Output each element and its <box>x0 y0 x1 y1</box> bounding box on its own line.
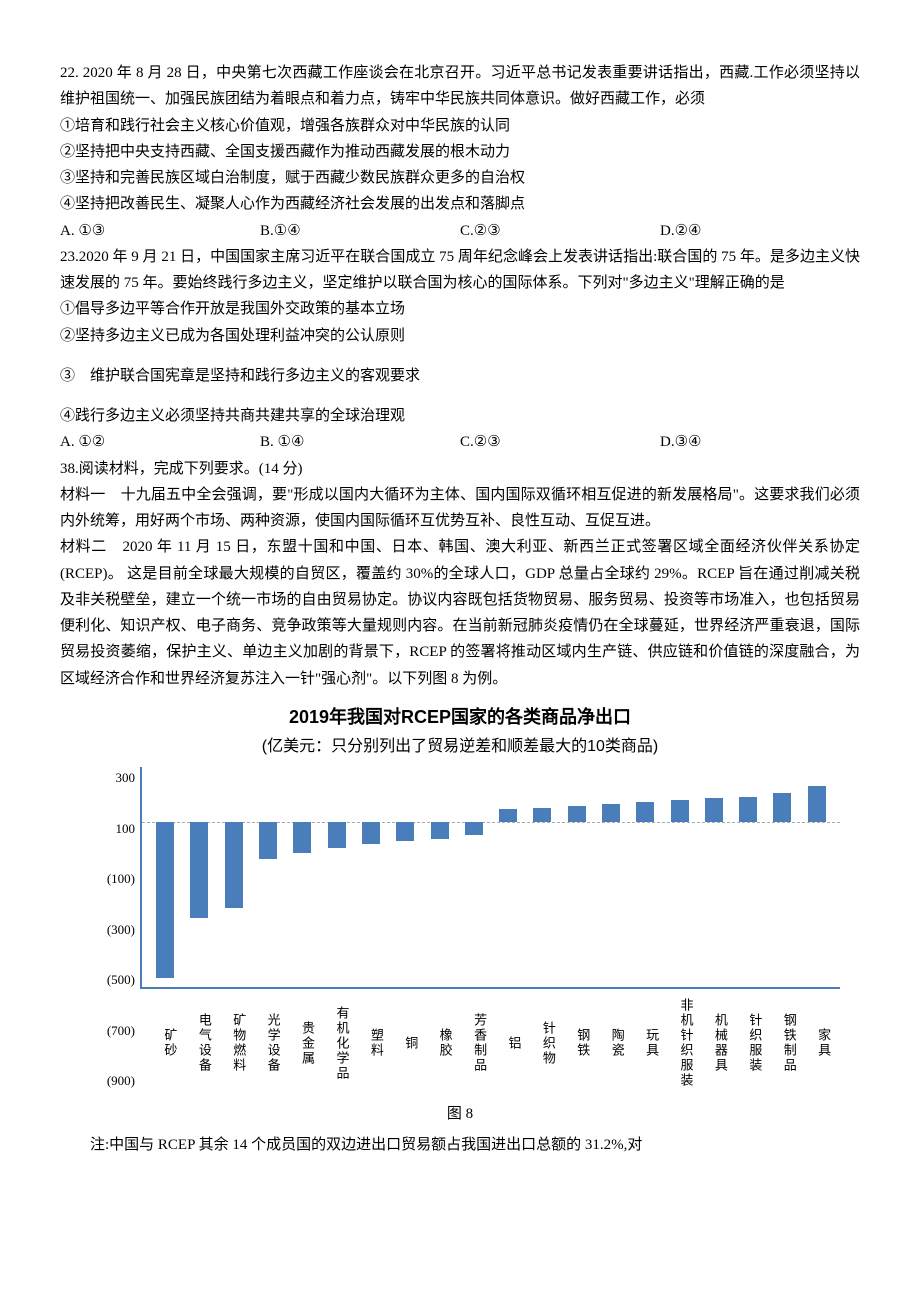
bar-column <box>628 767 662 987</box>
bar-column <box>731 767 765 987</box>
bar <box>671 800 689 822</box>
bar-column <box>354 767 388 987</box>
bar-column <box>182 767 216 987</box>
y-tick-label: (500) <box>80 969 135 992</box>
x-category-label: 有机化学品 <box>318 989 352 1093</box>
bar-column <box>422 767 456 987</box>
chart-plot-area <box>140 767 840 989</box>
q23-line-4: ④践行多边主义必须坚持共商共建共享的全球治理观 <box>60 403 860 429</box>
x-category-label: 针织服装 <box>731 989 765 1093</box>
bar-column <box>148 767 182 987</box>
x-category-label: 机械器具 <box>697 989 731 1093</box>
bar-column <box>697 767 731 987</box>
x-category-label: 塑料 <box>352 989 386 1093</box>
bar <box>808 786 826 823</box>
y-tick-label: (300) <box>80 919 135 942</box>
x-category-label: 钢铁 <box>559 989 593 1093</box>
q22-line-1: ①培育和践行社会主义核心价值观，增强各族群众对中华民族的认同 <box>60 113 860 139</box>
q23-opt-d: D.③④ <box>660 429 860 455</box>
q23-line-1: ①倡导多边平等合作开放是我国外交政策的基本立场 <box>60 296 860 322</box>
bar-column <box>594 767 628 987</box>
y-tick-label: (900) <box>80 1070 135 1093</box>
bar <box>465 822 483 835</box>
bar-column <box>319 767 353 987</box>
bar <box>362 822 380 844</box>
bar <box>259 822 277 859</box>
bar <box>533 808 551 823</box>
y-tick-label: (700) <box>80 1020 135 1043</box>
q38-material-2: 材料二 2020 年 11 月 15 日，东盟十国和中国、日本、韩国、澳大利亚、… <box>60 534 860 692</box>
bar-column <box>388 767 422 987</box>
q23-options: A. ①② B. ①④ C.②③ D.③④ <box>60 429 860 455</box>
q22-stem: 22. 2020 年 8 月 28 日，中央第七次西藏工作座谈会在北京召开。习近… <box>60 60 860 113</box>
x-category-label: 橡胶 <box>421 989 455 1093</box>
q23-stem: 23.2020 年 9 月 21 日，中国国家主席习近平在联合国成立 75 周年… <box>60 244 860 297</box>
bar <box>499 809 517 822</box>
q22-line-2: ②坚持把中央支持西藏、全国支援西藏作为推动西藏发展的根木动力 <box>60 139 860 165</box>
bar <box>773 793 791 822</box>
bar <box>431 822 449 839</box>
x-category-label: 玩具 <box>628 989 662 1093</box>
y-axis: 300 100 (100) (300) (500) (700) (900) <box>80 767 135 1093</box>
x-category-label: 铝 <box>490 989 524 1093</box>
x-category-label: 铜 <box>387 989 421 1093</box>
bar <box>739 797 757 823</box>
bar <box>705 798 723 822</box>
bar-column <box>251 767 285 987</box>
q22-options: A. ①③ B.①④ C.②③ D.②④ <box>60 218 860 244</box>
bar <box>190 822 208 917</box>
q23-line-2: ②坚持多边主义已成为各国处理利益冲突的公认原则 <box>60 323 860 349</box>
bar <box>328 822 346 848</box>
x-category-label: 矿物燃料 <box>215 989 249 1093</box>
bar-column <box>560 767 594 987</box>
bar-column <box>217 767 251 987</box>
q23-opt-c: C.②③ <box>460 429 660 455</box>
x-category-label: 光学设备 <box>249 989 283 1093</box>
x-category-label: 钢铁制品 <box>765 989 799 1093</box>
chart-title: 2019年我国对RCEP国家的各类商品净出口 <box>60 702 860 734</box>
q22-line-3: ③坚持和完善民族区域白治制度，赋于西藏少数民族群众更多的自治权 <box>60 165 860 191</box>
bar <box>636 802 654 822</box>
bar <box>396 822 414 840</box>
q23-opt-b: B. ①④ <box>260 429 460 455</box>
y-tick-label: 300 <box>80 767 135 790</box>
q22-opt-c: C.②③ <box>460 218 660 244</box>
bar-chart: 300 100 (100) (300) (500) (700) (900) 矿砂电气设备矿物… <box>80 767 840 1093</box>
x-category-label: 矿砂 <box>146 989 180 1093</box>
q38-title: 38.阅读材料，完成下列要求。(14 分) <box>60 456 860 482</box>
x-axis-labels: 矿砂电气设备矿物燃料光学设备贵金属有机化学品塑料铜橡胶芳香制品铝针织物钢铁陶瓷玩… <box>140 989 840 1093</box>
bar-column <box>765 767 799 987</box>
x-category-label: 非机针织服装 <box>662 989 696 1093</box>
bar <box>602 804 620 822</box>
bar-column <box>491 767 525 987</box>
bar <box>568 806 586 823</box>
bar-column <box>800 767 834 987</box>
q38-material-1: 材料一 十九届五中全会强调，要"形成以国内大循环为主体、国内国际双循环相互促进的… <box>60 482 860 535</box>
bar <box>293 822 311 853</box>
x-category-label: 电气设备 <box>180 989 214 1093</box>
x-category-label: 芳香制品 <box>456 989 490 1093</box>
bar-column <box>525 767 559 987</box>
q22-opt-d: D.②④ <box>660 218 860 244</box>
bar <box>156 822 174 978</box>
q22-line-4: ④坚持把改善民生、凝聚人心作为西藏经济社会发展的出发点和落脚点 <box>60 191 860 217</box>
figure-caption: 图 8 <box>60 1101 860 1127</box>
x-category-label: 针织物 <box>524 989 558 1093</box>
bar <box>225 822 243 908</box>
x-category-label: 家具 <box>800 989 834 1093</box>
bar-column <box>457 767 491 987</box>
q23-opt-a: A. ①② <box>60 429 260 455</box>
q23-line-3: ③ 维护联合国宪章是坚持和践行多边主义的客观要求 <box>60 363 860 389</box>
x-category-label: 贵金属 <box>284 989 318 1093</box>
q22-opt-a: A. ①③ <box>60 218 260 244</box>
chart-subtitle: (亿美元：只分别列出了贸易逆差和顺差最大的10类商品) <box>60 733 860 761</box>
y-tick-label: (100) <box>80 868 135 891</box>
bar-column <box>662 767 696 987</box>
chart-note: 注:中国与 RCEP 其余 14 个成员国的双边进出口贸易额占我国进出口总额的 … <box>60 1132 860 1158</box>
x-category-label: 陶瓷 <box>593 989 627 1093</box>
y-tick-label: 100 <box>80 818 135 841</box>
bars-container <box>142 767 840 987</box>
bar-column <box>285 767 319 987</box>
q22-opt-b: B.①④ <box>260 218 460 244</box>
